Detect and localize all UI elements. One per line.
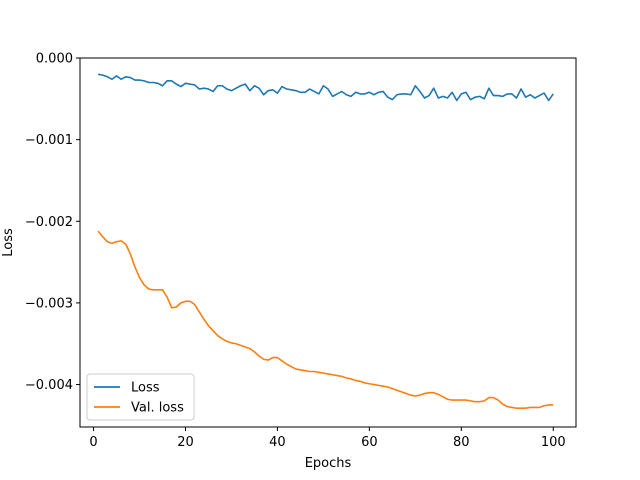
x-tick-label: 40	[269, 435, 286, 450]
plot-area	[80, 58, 576, 427]
legend-box	[86, 373, 195, 421]
y-axis-label: Loss	[1, 228, 16, 257]
series-line-1	[97, 230, 554, 410]
x-axis-ticks: 0 20 40 60 80 100	[89, 427, 566, 450]
legend: Loss Val. loss	[86, 373, 195, 421]
y-tick-label: −0.003	[25, 296, 73, 311]
y-tick-label: 0.000	[36, 52, 73, 67]
x-tick-label: 0	[89, 435, 97, 450]
series-line-0	[98, 73, 554, 102]
legend-label-0: Loss	[131, 381, 160, 396]
plot-frame	[79, 57, 577, 428]
y-tick-label: −0.001	[25, 133, 73, 148]
y-tick-label: −0.002	[25, 215, 73, 230]
y-tick-label: −0.004	[25, 378, 73, 393]
series-layer	[97, 73, 554, 410]
x-tick-label: 60	[361, 435, 378, 450]
x-axis-label: Epochs	[305, 456, 352, 471]
legend-label-1: Val. loss	[131, 401, 184, 416]
y-axis-ticks: 0.000 −0.001 −0.002 −0.003 −0.004	[25, 52, 80, 393]
x-tick-label: 80	[453, 435, 470, 450]
x-tick-label: 20	[177, 435, 194, 450]
x-tick-label: 100	[541, 435, 566, 450]
